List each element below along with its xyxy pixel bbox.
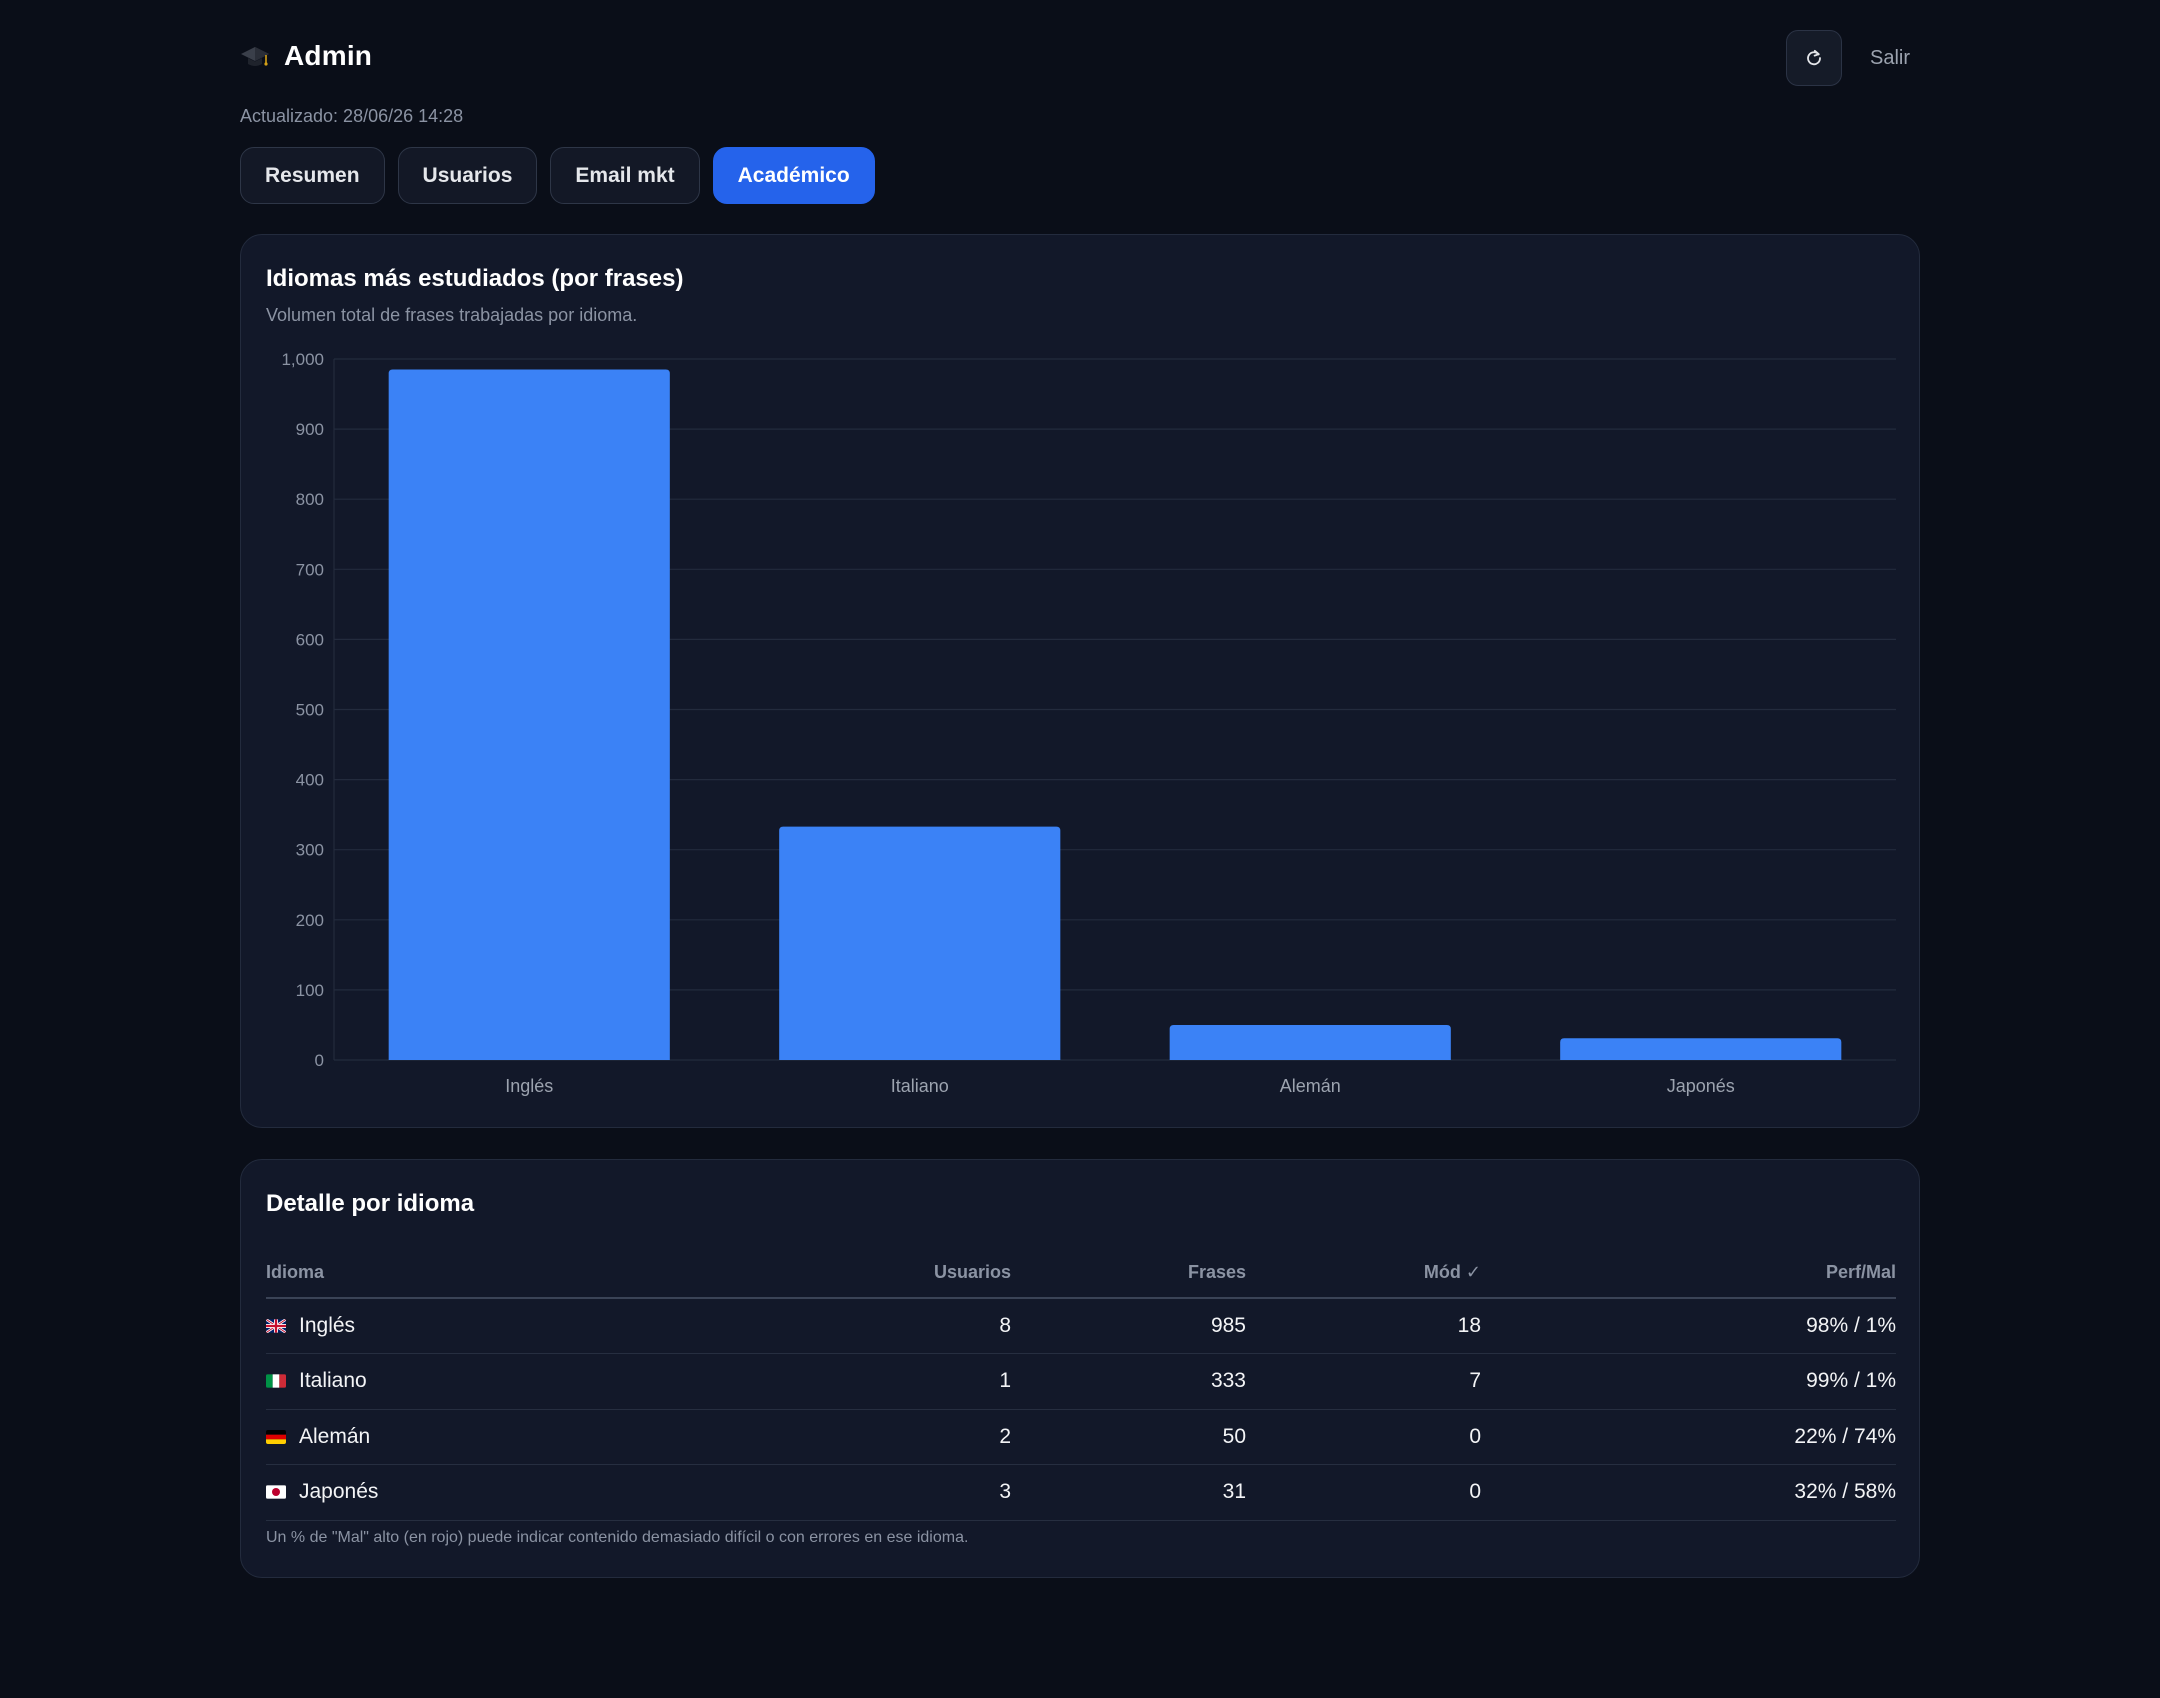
y-tick-label: 900 bbox=[296, 420, 324, 439]
header-actions: Salir bbox=[1785, 30, 1920, 86]
page-header: Admin Actualizado: 28/06/26 14:28 Salir bbox=[240, 0, 1920, 126]
cell-perf: 22% / 74% bbox=[1481, 1409, 1896, 1465]
admin-dashboard: Admin Actualizado: 28/06/26 14:28 Salir … bbox=[240, 0, 1920, 1578]
logout-button[interactable]: Salir bbox=[1869, 46, 1910, 69]
y-tick-label: 600 bbox=[296, 630, 324, 649]
japan-flag-icon bbox=[266, 1485, 286, 1499]
cell-language: Alemán bbox=[266, 1409, 786, 1465]
refresh-icon bbox=[1807, 49, 1821, 66]
header-phrases: Frases bbox=[1011, 1248, 1246, 1299]
y-tick-label: 500 bbox=[296, 701, 324, 720]
cell-modules: 18 bbox=[1246, 1298, 1481, 1354]
cell-language: Inglés bbox=[266, 1298, 786, 1354]
bar-2 bbox=[1169, 1024, 1451, 1060]
brand: Admin bbox=[240, 40, 372, 72]
language-name: Alemán bbox=[299, 1424, 371, 1448]
y-tick-label: 800 bbox=[296, 490, 324, 509]
header-users: Usuarios bbox=[786, 1248, 1011, 1299]
cell-phrases: 50 bbox=[1011, 1409, 1246, 1465]
germany-flag-icon bbox=[266, 1429, 286, 1444]
graduation-cap-icon bbox=[241, 47, 269, 66]
tab-resumen[interactable]: Resumen bbox=[240, 147, 385, 204]
table-header-row: Idioma Usuarios Frases Mód ✓ Perf/Mal bbox=[266, 1248, 1896, 1299]
cell-users: 2 bbox=[786, 1409, 1011, 1465]
tab-usuarios[interactable]: Usuarios bbox=[397, 147, 538, 204]
y-tick-label: 1,000 bbox=[281, 350, 324, 369]
table-title: Detalle por idioma bbox=[266, 1190, 475, 1217]
table-row: Italiano 1 333 7 99% / 1% bbox=[266, 1353, 1896, 1410]
uk-flag-icon bbox=[266, 1319, 286, 1333]
y-tick-label: 0 bbox=[315, 1051, 324, 1070]
cell-perf: 98% / 1% bbox=[1481, 1298, 1896, 1354]
tab-bar: Resumen Usuarios Email mkt Académico bbox=[240, 147, 888, 204]
chart-title: Idiomas más estudiados (por frases) bbox=[266, 265, 684, 292]
refresh-button[interactable] bbox=[1785, 30, 1842, 86]
cell-users: 8 bbox=[786, 1298, 1011, 1354]
y-tick-label: 100 bbox=[296, 981, 324, 1000]
cell-users: 1 bbox=[786, 1353, 1011, 1410]
chart-subtitle: Volumen total de frases trabajadas por i… bbox=[266, 305, 638, 325]
table-row: Alemán 2 50 0 22% / 74% bbox=[266, 1409, 1896, 1465]
tab-email-mkt[interactable]: Email mkt bbox=[550, 147, 700, 204]
y-tick-label: 200 bbox=[296, 911, 324, 930]
y-tick-label: 700 bbox=[296, 560, 324, 579]
table-footnote: Un % de "Mal" alto (en rojo) puede indic… bbox=[266, 1529, 969, 1546]
bar-1 bbox=[779, 826, 1061, 1060]
bar-chart: 0 100 200 300 400 500 600 700 800 900 1,000 Inglés I… bbox=[281, 350, 1896, 1096]
cell-language: Japonés bbox=[266, 1464, 786, 1521]
language-detail-table: Idioma Usuarios Frases Mód ✓ Perf/Mal bbox=[266, 1248, 1896, 1521]
language-name: Italiano bbox=[299, 1369, 367, 1393]
cell-language: Italiano bbox=[266, 1353, 786, 1410]
last-updated: Actualizado: 28/06/26 14:28 bbox=[240, 106, 464, 126]
italy-flag-icon bbox=[266, 1374, 286, 1388]
cell-users: 3 bbox=[786, 1464, 1011, 1521]
cell-modules: 0 bbox=[1246, 1464, 1481, 1521]
header-modules: Mód ✓ bbox=[1246, 1248, 1481, 1299]
x-tick-label: Italiano bbox=[891, 1076, 949, 1096]
language-detail-card: Detalle por idioma Idioma Usuarios Frase… bbox=[240, 1159, 1920, 1578]
y-tick-label: 300 bbox=[296, 841, 324, 860]
languages-chart-card: Idiomas más estudiados (por frases) Volu… bbox=[240, 234, 1920, 1128]
cell-phrases: 31 bbox=[1011, 1464, 1246, 1521]
y-tick-label: 400 bbox=[296, 771, 324, 790]
x-tick-label: Japonés bbox=[1667, 1076, 1735, 1096]
cell-modules: 7 bbox=[1246, 1353, 1481, 1410]
header-language: Idioma bbox=[266, 1248, 786, 1299]
x-tick-label: Alemán bbox=[1280, 1076, 1341, 1096]
bar-3 bbox=[1560, 1038, 1842, 1060]
table-row: Inglés 8 985 18 98% / 1% bbox=[266, 1298, 1896, 1354]
cell-phrases: 333 bbox=[1011, 1353, 1246, 1410]
language-name: Japonés bbox=[299, 1480, 379, 1504]
cell-perf: 99% / 1% bbox=[1481, 1353, 1896, 1410]
table-row: Japonés 3 31 0 32% / 58% bbox=[266, 1464, 1896, 1521]
cell-perf: 32% / 58% bbox=[1481, 1464, 1896, 1521]
x-tick-label: Inglés bbox=[505, 1076, 553, 1096]
tab-academico[interactable]: Académico bbox=[712, 147, 875, 204]
cell-phrases: 985 bbox=[1011, 1298, 1246, 1354]
bar-0 bbox=[388, 369, 670, 1060]
language-name: Inglés bbox=[299, 1314, 356, 1337]
cell-modules: 0 bbox=[1246, 1409, 1481, 1465]
page-title: Admin bbox=[284, 40, 373, 71]
header-perf: Perf/Mal bbox=[1481, 1248, 1896, 1299]
